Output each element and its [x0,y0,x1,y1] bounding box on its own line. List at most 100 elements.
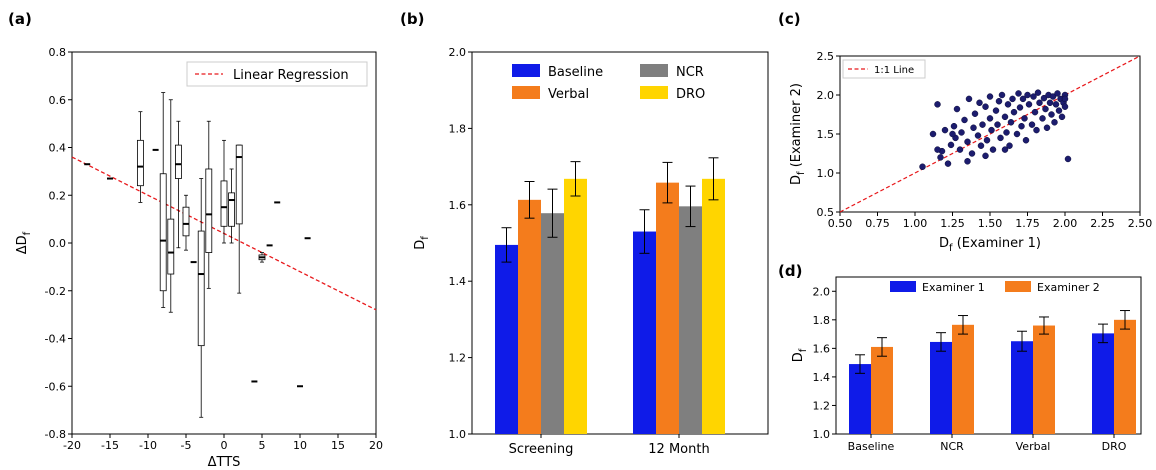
bar [849,364,871,434]
x-axis-label: Df (Examiner 1) [939,236,1041,254]
scatter-point [1031,108,1039,116]
box-glyph [228,168,236,244]
y-tick-label: -0.4 [45,333,66,346]
scatter-point [992,107,1000,114]
x-tick-label: -20 [63,439,81,452]
x-tick-label: 1.00 [903,217,928,230]
scatter-point [1010,108,1018,116]
box-iqr [228,192,236,227]
identity-line [839,55,1141,213]
scatter-point [982,103,989,110]
x-tick-label: 1.50 [978,217,1003,230]
scatter-point [1001,146,1009,153]
y-tick-label: 1.8 [813,314,831,327]
x-tick-label: 2.50 [1128,217,1153,230]
scatter-point [1016,104,1024,111]
scatter-point [1034,89,1042,96]
bar [952,324,974,434]
scatter-point [937,154,944,161]
x-tick-label: 2.00 [1053,217,1078,230]
x-tick-label: 12 Month [648,442,709,457]
bar [679,206,702,434]
box-iqr [220,180,228,227]
scatter-point [958,129,965,136]
scatter-point [1039,115,1046,122]
x-tick-label: -15 [101,439,119,452]
x-tick-label: 2.25 [1090,217,1115,230]
scatter-point [1022,136,1030,144]
scatter-point [1052,101,1060,108]
panel-label-d: (d) [778,262,802,280]
y-tick-label: 2.0 [813,285,831,298]
y-tick-label: -0.6 [45,380,66,393]
scatter-point [953,105,961,113]
legend-swatch [890,281,916,292]
scatter-point [1033,126,1040,134]
y-axis-label: ΔDf [15,231,33,254]
legend-label: Examiner 2 [1037,281,1100,294]
scatter-point [1030,93,1037,100]
bar [1033,325,1055,434]
scatter-point [1046,99,1054,107]
panel-label-b: (b) [400,10,424,28]
bar [871,346,893,434]
scatter-point [1003,129,1010,136]
scatter-point [977,142,985,149]
box-iqr [182,206,190,237]
legend-label: NCR [676,65,704,80]
legend-label: Verbal [548,87,589,102]
box-glyph [220,139,228,244]
legend-swatch [640,86,668,99]
scatter-point [979,121,986,128]
scatter-point [1028,121,1036,128]
x-axis-label: ΔTTS [208,455,241,470]
bar [633,231,656,434]
scatter-point [976,99,983,107]
scatter-point [1040,94,1048,102]
panel-a-boxplot: -20 -15 -10 -5 0 5 10 15 20 -0.8 -0.6 -0.4 -0.2 0.0 0.… [15,46,383,470]
box-glyph [258,252,266,263]
y-tick-label: 1.2 [449,352,467,365]
scatter-point [1043,124,1051,132]
bar [564,178,587,434]
scatter-point [1001,113,1009,121]
scatter-point [1013,130,1021,138]
scatter-point [1048,111,1055,118]
scatter-point [1018,122,1025,130]
legend-label: DRO [676,87,705,102]
y-axis-label: Df (Examiner 2) [789,83,807,185]
bar [1092,333,1114,434]
y-axis-label: Df [413,236,431,250]
scatter-point [986,93,994,100]
box-glyph [136,111,144,203]
panel-c-scatter: 0.50 0.75 1.00 1.25 1.50 1.75 2.00 2.25 2.50 0.5 1… [789,50,1152,254]
bar [1114,319,1136,434]
scatter-point [929,130,937,138]
y-tick-label: 2.5 [817,50,835,63]
scatter-point [956,146,964,153]
y-tick-label: 1.0 [817,167,835,180]
scatter-point [1007,119,1015,126]
x-tick-label: 1.25 [940,217,965,230]
x-tick-label: -10 [139,439,157,452]
x-tick-label: 0 [221,439,228,452]
y-tick-label: 1.4 [449,275,467,288]
scatter-point [964,138,971,146]
scatter-point [1058,113,1066,121]
legend-label: Linear Regression [233,68,349,83]
scatter-point [1025,101,1033,108]
y-tick-label: 0.6 [49,94,67,107]
scatter-point [1054,90,1061,97]
y-tick-label: 0.0 [49,237,67,250]
scatter-point [941,126,949,134]
scatter-point [971,110,979,117]
scatter-point [1064,155,1072,163]
scatter-point [974,132,982,139]
scatter-point [934,146,941,153]
scatter-point [989,146,997,153]
scatter-point [1051,119,1058,126]
y-tick-label: 1.0 [813,428,831,441]
scatter-point [1015,90,1022,97]
scatter-point [1049,93,1057,100]
legend-label: 1:1 Line [874,65,914,76]
